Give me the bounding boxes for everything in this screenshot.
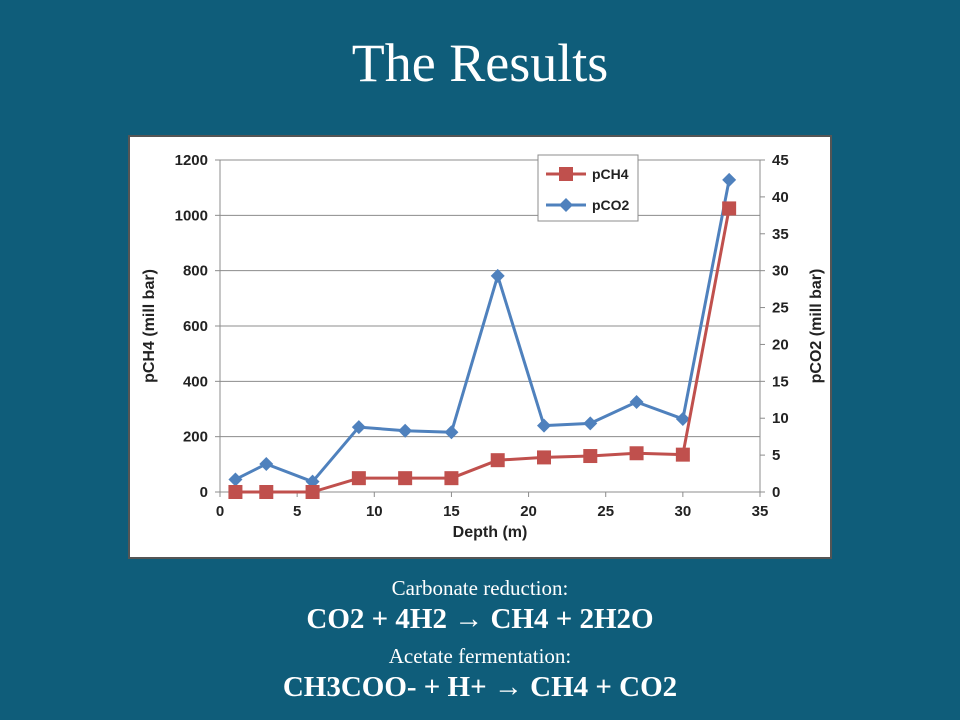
equation-formula: CO2 + 4H2 → CH4 + 2H2O bbox=[306, 603, 654, 635]
x-tick-label: 35 bbox=[752, 503, 769, 520]
x-axis-title: Depth (m) bbox=[453, 524, 528, 541]
y-tick-label: 800 bbox=[183, 263, 208, 280]
y-tick-label: 200 bbox=[183, 429, 208, 446]
y2-tick-label: 20 bbox=[772, 336, 789, 353]
equation-caption: Acetate fermentation: bbox=[388, 644, 572, 668]
data-point-pco2 bbox=[228, 472, 243, 487]
data-point-pch4 bbox=[228, 485, 243, 499]
legend bbox=[537, 154, 639, 222]
y2-tick-label: 40 bbox=[772, 189, 789, 206]
y2-tick-label: 35 bbox=[772, 226, 789, 243]
data-point-pch4 bbox=[583, 449, 598, 464]
y2-tick-label: 0 bbox=[772, 484, 780, 501]
equation-acetate-fermentation: Acetate fermentation: CH3COO- + H+ → CH4… bbox=[0, 643, 960, 705]
x-tick-label: 0 bbox=[216, 503, 224, 520]
data-point-pco2 bbox=[675, 411, 690, 426]
series-line-pco2 bbox=[234, 179, 731, 484]
data-point-pco2 bbox=[444, 425, 459, 440]
data-point-pch4 bbox=[444, 471, 459, 486]
data-point-pco2 bbox=[259, 456, 274, 471]
data-point-pco2 bbox=[490, 268, 505, 283]
x-tick-label: 5 bbox=[293, 503, 301, 520]
x-tick-label: 15 bbox=[443, 503, 460, 520]
y2-tick-label: 10 bbox=[772, 410, 789, 427]
x-tick-label: 30 bbox=[675, 503, 692, 520]
equation-carbonate-reduction: Carbonate reduction: CO2 + 4H2 → CH4 + 2… bbox=[0, 575, 960, 637]
data-point-pch4 bbox=[351, 471, 366, 486]
data-point-pch4 bbox=[259, 485, 274, 499]
data-point-pch4 bbox=[629, 446, 644, 461]
x-tick-label: 25 bbox=[597, 503, 614, 520]
y2-tick-label: 5 bbox=[772, 447, 780, 464]
data-point-pco2 bbox=[537, 418, 551, 433]
legend-marker-pch4 bbox=[559, 167, 573, 181]
y-axis-title: pCH4 (mill bar) bbox=[141, 269, 158, 383]
x-tick-label: 10 bbox=[366, 503, 383, 520]
y-tick-label: 1000 bbox=[175, 207, 208, 224]
legend-marker-pco2 bbox=[559, 198, 573, 212]
y2-tick-label: 30 bbox=[772, 263, 789, 280]
legend-label-pco2: pCO2 bbox=[592, 197, 630, 213]
equation-caption: Carbonate reduction: bbox=[391, 576, 569, 600]
data-point-pco2 bbox=[583, 416, 598, 431]
x-tick-label: 20 bbox=[520, 503, 537, 520]
y2-axis-title: pCO2 (mill bar) bbox=[808, 269, 825, 384]
y2-tick-label: 25 bbox=[772, 300, 789, 317]
data-point-pch4 bbox=[398, 471, 413, 486]
data-point-pco2 bbox=[398, 423, 413, 438]
series-line-pch4 bbox=[235, 208, 731, 494]
data-point-pco2 bbox=[629, 394, 644, 409]
y2-tick-label: 45 bbox=[772, 152, 789, 169]
chart-frame: 0 5 10 15 20 25 30 35 0 200 400 600 800 1000 1200 0 5 10 1… bbox=[128, 135, 832, 559]
depth-profile-chart: 0 5 10 15 20 25 30 3502004006008001000120005101… bbox=[141, 152, 825, 541]
legend-label-pch4: pCH4 bbox=[592, 166, 629, 182]
data-point-pch4 bbox=[675, 447, 690, 462]
data-point-pch4 bbox=[722, 201, 737, 216]
y-tick-label: 1200 bbox=[175, 152, 208, 169]
data-point-pco2 bbox=[351, 420, 366, 435]
y-tick-label: 600 bbox=[183, 318, 208, 335]
data-point-pco2 bbox=[722, 172, 737, 187]
data-point-pch4 bbox=[490, 453, 505, 468]
data-point-pch4 bbox=[305, 485, 320, 499]
data-point-pch4 bbox=[537, 450, 551, 465]
equation-formula: CH3COO- + H+ → CH4 + CO2 bbox=[282, 671, 678, 703]
y-tick-label: 400 bbox=[183, 373, 208, 390]
y-tick-label: 0 bbox=[200, 484, 208, 501]
y2-tick-label: 15 bbox=[772, 373, 789, 390]
slide-title: The Results bbox=[351, 33, 609, 93]
